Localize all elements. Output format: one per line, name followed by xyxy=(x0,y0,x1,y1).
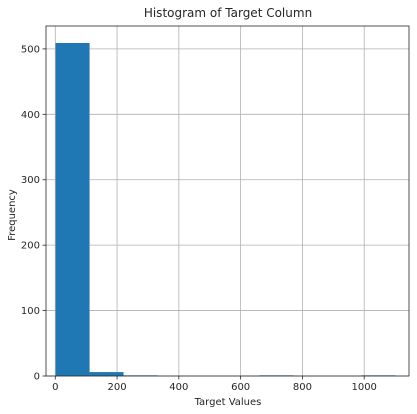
y-axis-ticks: 0 100 200 300 400 500 xyxy=(21,44,46,383)
y-tick-label-5: 500 xyxy=(21,44,40,55)
y-tick-label-2: 200 xyxy=(21,241,40,252)
y-tick-label-1: 100 xyxy=(21,306,40,317)
x-tick-label-0: 0 xyxy=(52,382,58,393)
histogram-bar-1 xyxy=(89,372,124,376)
histogram-bar-0 xyxy=(55,43,90,377)
y-axis-label: Frequency xyxy=(7,189,18,241)
plot-frame xyxy=(45,25,410,377)
y-tick-label-3: 300 xyxy=(21,175,40,186)
x-tick-label-1: 200 xyxy=(108,382,127,393)
grid-lines xyxy=(46,26,409,377)
chart-title: Histogram of Target Column xyxy=(144,6,312,20)
x-axis-ticks: 0 200 400 600 800 1000 xyxy=(52,376,377,393)
x-tick-label-2: 400 xyxy=(169,382,188,393)
x-tick-label-3: 600 xyxy=(231,382,250,393)
y-tick-label-0: 0 xyxy=(34,372,40,383)
y-tick-label-4: 400 xyxy=(21,110,40,121)
x-tick-label-4: 800 xyxy=(293,382,312,393)
x-tick-label-5: 1000 xyxy=(351,382,376,393)
x-axis-label: Target Values xyxy=(194,397,262,408)
histogram-bars xyxy=(55,43,396,377)
